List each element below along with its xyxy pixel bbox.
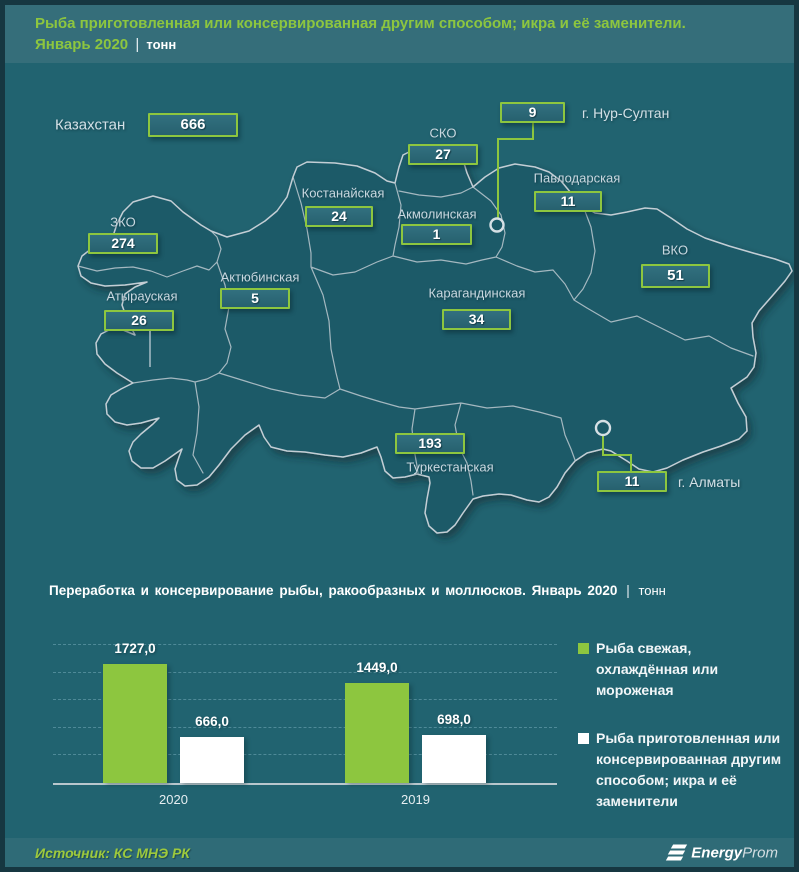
bar-value-label: 666,0 (195, 714, 229, 729)
energyprom-logo: Energy Prom (666, 844, 778, 861)
logo-text-light: Prom (742, 844, 778, 861)
title-period: Январь 2020 (35, 36, 129, 53)
source-text: Источник: КС МНЭ РК (35, 844, 190, 861)
legend-label: Рыба свежая, охлаждённая или мороженая (596, 640, 719, 698)
region-value-vko: 51 (641, 264, 710, 288)
bar-2019-white (422, 735, 486, 783)
region-value-almaty: 11 (597, 471, 667, 492)
region-label-akmola: Акмолинская (397, 206, 477, 222)
region-value-kostanay: 24 (305, 206, 373, 227)
region-label-atyrau: Атырауская (106, 288, 178, 304)
country-value-badge: 666 (148, 113, 238, 137)
region-label-aktobe: Актюбинская (220, 269, 300, 285)
gridline-1200 (53, 699, 557, 700)
legend-swatch-green (578, 643, 589, 654)
region-label-kostanay: Костанайская (301, 185, 385, 201)
city-label-almaty: г. Алматы (678, 474, 741, 490)
chart-legend: Рыба свежая, охлаждённая или мороженая Р… (578, 638, 784, 839)
connector-nur-sultan (497, 123, 534, 218)
city-marker-nur-sultan (489, 217, 505, 233)
page-title-line2: Январь 2020 | тонн (35, 34, 794, 55)
region-value-nur-sultan: 9 (500, 102, 565, 123)
region-label-sko: СКО (429, 125, 457, 141)
region-value-akmola: 1 (401, 224, 472, 245)
footer: Источник: КС МНЭ РК Energy Prom (5, 838, 794, 867)
bar-2020-green (103, 664, 167, 783)
x-axis-label-2019: 2019 (401, 792, 430, 807)
bar-2020-white (180, 737, 244, 783)
city-label-nur-sultan: г. Нур-Султан (582, 105, 670, 121)
gridline-1600 (53, 672, 557, 673)
gridline-2000 (53, 644, 557, 645)
region-value-atyrau: 26 (104, 310, 174, 331)
page-title-line1: Рыба приготовленная или консервированная… (35, 15, 686, 32)
bar-value-label: 1449,0 (356, 660, 398, 675)
x-axis-label-2020: 2020 (159, 792, 188, 807)
country-label: Казахстан (55, 116, 126, 134)
chart-title-separator: | (626, 583, 630, 598)
region-value-karaganda: 34 (442, 309, 511, 330)
region-value-turkestan: 193 (395, 433, 465, 454)
region-label-karaganda: Карагандинская (428, 285, 526, 301)
title-unit: тонн (146, 37, 177, 52)
region-label-turkestan: Туркестанская (406, 459, 494, 475)
legend-swatch-white (578, 733, 589, 744)
chart-title-main: Переработка и консервирование рыбы, рако… (49, 583, 618, 598)
gridline-800 (53, 727, 557, 728)
bar-2019-green (345, 683, 409, 783)
bar-chart: 1727,0 666,0 2020 1449,0 698,0 2019 (53, 635, 557, 807)
legend-item-fresh-fish: Рыба свежая, охлаждённая или мороженая (578, 638, 784, 701)
region-value-zko: 274 (88, 233, 158, 254)
title-separator: | (135, 36, 140, 53)
chart-title-unit: тонн (638, 583, 666, 598)
region-value-sko: 27 (408, 144, 478, 165)
bar-value-label: 698,0 (437, 712, 471, 727)
region-label-vko: ВКО (661, 242, 689, 258)
region-value-pavlodar: 11 (534, 191, 602, 212)
chart-title: Переработка и консервирование рыбы, рако… (49, 583, 774, 598)
bar-value-label: 1727,0 (114, 641, 156, 656)
region-value-aktobe: 5 (220, 288, 290, 309)
logo-text-bold: Energy (691, 844, 743, 861)
connector-almaty (602, 436, 632, 471)
region-label-zko: ЗКО (110, 214, 136, 230)
region-label-pavlodar: Павлодарская (533, 170, 621, 186)
gridline-400 (53, 754, 557, 755)
header: Рыба приготовленная или консервированная… (5, 5, 794, 63)
city-marker-almaty (594, 419, 612, 437)
connector-line-atyrau (149, 331, 151, 367)
legend-item-prepared-fish: Рыба приготовленная или консервированная… (578, 728, 784, 812)
legend-label: Рыба приготовленная или консервированная… (596, 730, 782, 809)
energyprom-icon (666, 844, 688, 861)
